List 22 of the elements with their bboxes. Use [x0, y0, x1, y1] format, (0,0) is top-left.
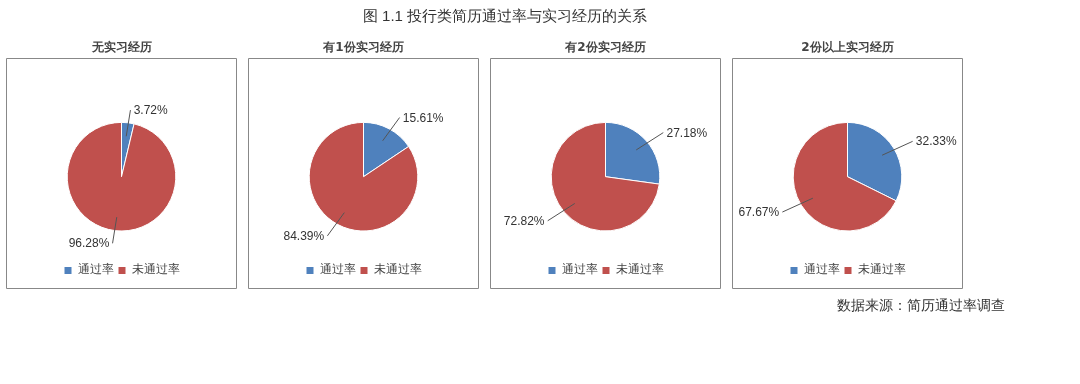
- data-label: 27.18%: [666, 125, 708, 140]
- data-label: 32.33%: [915, 134, 957, 149]
- caption: 图 1.1 投行类简历通过率与实习经历的关系: [362, 6, 648, 26]
- legend-label: 通过率: [77, 261, 114, 278]
- legend-label: 未通过率: [373, 261, 422, 278]
- chart-title: 有2份实习经历: [564, 39, 646, 54]
- data-label: 67.67%: [738, 205, 780, 220]
- legend-label: 通过率: [561, 261, 598, 278]
- legend-label: 通过率: [319, 261, 356, 278]
- legend-label: 未通过率: [857, 261, 906, 278]
- data-label: 96.28%: [68, 236, 110, 251]
- data-label: 72.82%: [503, 213, 545, 228]
- legend-label: 未通过率: [131, 261, 180, 278]
- source-note: 数据来源：简历通过率调查: [837, 296, 1005, 315]
- chart-title: 有1份实习经历: [322, 39, 404, 54]
- legend-label: 未通过率: [615, 261, 664, 278]
- data-label: 84.39%: [283, 228, 325, 243]
- legend-label: 通过率: [803, 261, 840, 278]
- chart-title: 2份以上实习经历: [801, 39, 894, 54]
- chart-title: 无实习经历: [90, 39, 152, 54]
- data-label: 3.72%: [133, 103, 168, 118]
- data-label: 15.61%: [402, 110, 444, 125]
